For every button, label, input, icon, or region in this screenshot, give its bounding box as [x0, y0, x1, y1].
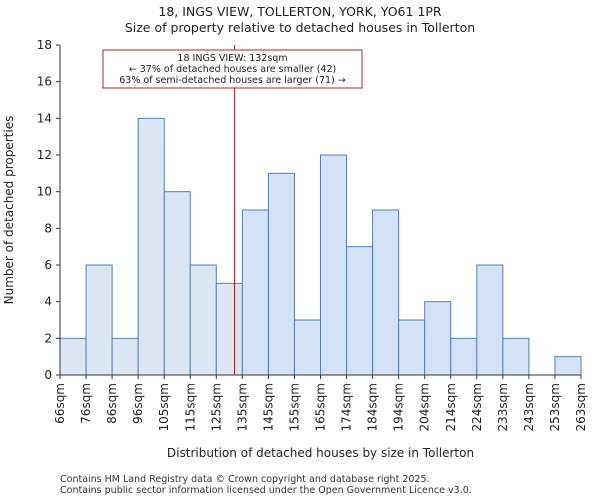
histogram-bar	[346, 246, 374, 376]
x-tick-label: 86sqm	[105, 383, 119, 424]
histogram-bar	[241, 209, 269, 376]
y-tick-label: 6	[44, 258, 52, 272]
histogram-bar	[85, 264, 113, 376]
y-tick-label: 14	[37, 111, 52, 125]
histogram-bar	[372, 209, 400, 376]
histogram-bar	[450, 337, 478, 376]
x-tick-label: 165sqm	[314, 383, 328, 431]
histogram-bar	[398, 319, 426, 376]
y-tick-label: 2	[44, 331, 52, 345]
x-tick-label: 253sqm	[548, 383, 562, 431]
footer-licence: Contains public sector information licen…	[60, 485, 472, 496]
x-tick-label: 76sqm	[79, 383, 93, 424]
histogram-bar	[293, 319, 322, 376]
y-tick-label: 8	[44, 221, 52, 235]
y-tick-label: 0	[44, 368, 52, 382]
y-tick-label: 16	[37, 75, 52, 89]
x-tick-label: 184sqm	[366, 383, 380, 431]
footer-copyright: Contains HM Land Registry data © Crown c…	[60, 474, 430, 485]
histogram-bar	[163, 191, 191, 376]
x-tick-label: 174sqm	[340, 383, 354, 431]
x-tick-label: 115sqm	[183, 383, 197, 431]
x-tick-label: 243sqm	[522, 383, 536, 431]
y-axis-label: Number of detached properties	[2, 116, 16, 305]
x-tick-label: 96sqm	[131, 383, 145, 424]
histogram-bar	[111, 337, 139, 376]
histogram-bar	[320, 154, 348, 376]
y-tick-label: 18	[37, 38, 52, 52]
histogram-bar	[215, 282, 243, 376]
x-tick-label: 135sqm	[235, 383, 249, 431]
annotation-line-1: 18 INGS VIEW: 132sqm	[177, 53, 287, 64]
x-tick-label: 145sqm	[261, 383, 275, 431]
x-tick-label: 204sqm	[418, 383, 432, 431]
annotation-line-2: ← 37% of detached houses are smaller (42…	[129, 64, 336, 75]
histogram-bar	[554, 356, 582, 376]
y-tick-label: 10	[37, 185, 52, 199]
chart-title-line-2: Size of property relative to detached ho…	[124, 20, 476, 35]
x-tick-label: 233sqm	[496, 383, 510, 431]
histogram-bar	[137, 117, 165, 376]
histogram-bar	[502, 337, 530, 376]
x-tick-label: 125sqm	[209, 383, 223, 431]
histogram-bar	[189, 264, 217, 376]
x-tick-label: 66sqm	[53, 383, 67, 424]
x-tick-label: 155sqm	[287, 383, 301, 431]
x-tick-label: 214sqm	[444, 383, 458, 431]
y-tick-label: 4	[44, 295, 52, 309]
histogram-bar	[59, 337, 87, 376]
x-axis-label: Distribution of detached houses by size …	[167, 446, 474, 460]
histogram-bar	[424, 301, 452, 376]
x-tick-label: 224sqm	[470, 383, 484, 431]
x-tick-label: 105sqm	[157, 383, 171, 431]
x-tick-label: 263sqm	[574, 383, 588, 431]
histogram-bar	[267, 172, 295, 376]
annotation-line-3: 63% of semi-detached houses are larger (…	[119, 75, 346, 86]
histogram-bar	[476, 264, 504, 376]
annotation-box	[102, 49, 363, 89]
chart-title-line-1: 18, INGS VIEW, TOLLERTON, YORK, YO61 1PR	[158, 4, 442, 19]
y-tick-label: 12	[37, 148, 52, 162]
x-tick-label: 194sqm	[392, 383, 406, 431]
